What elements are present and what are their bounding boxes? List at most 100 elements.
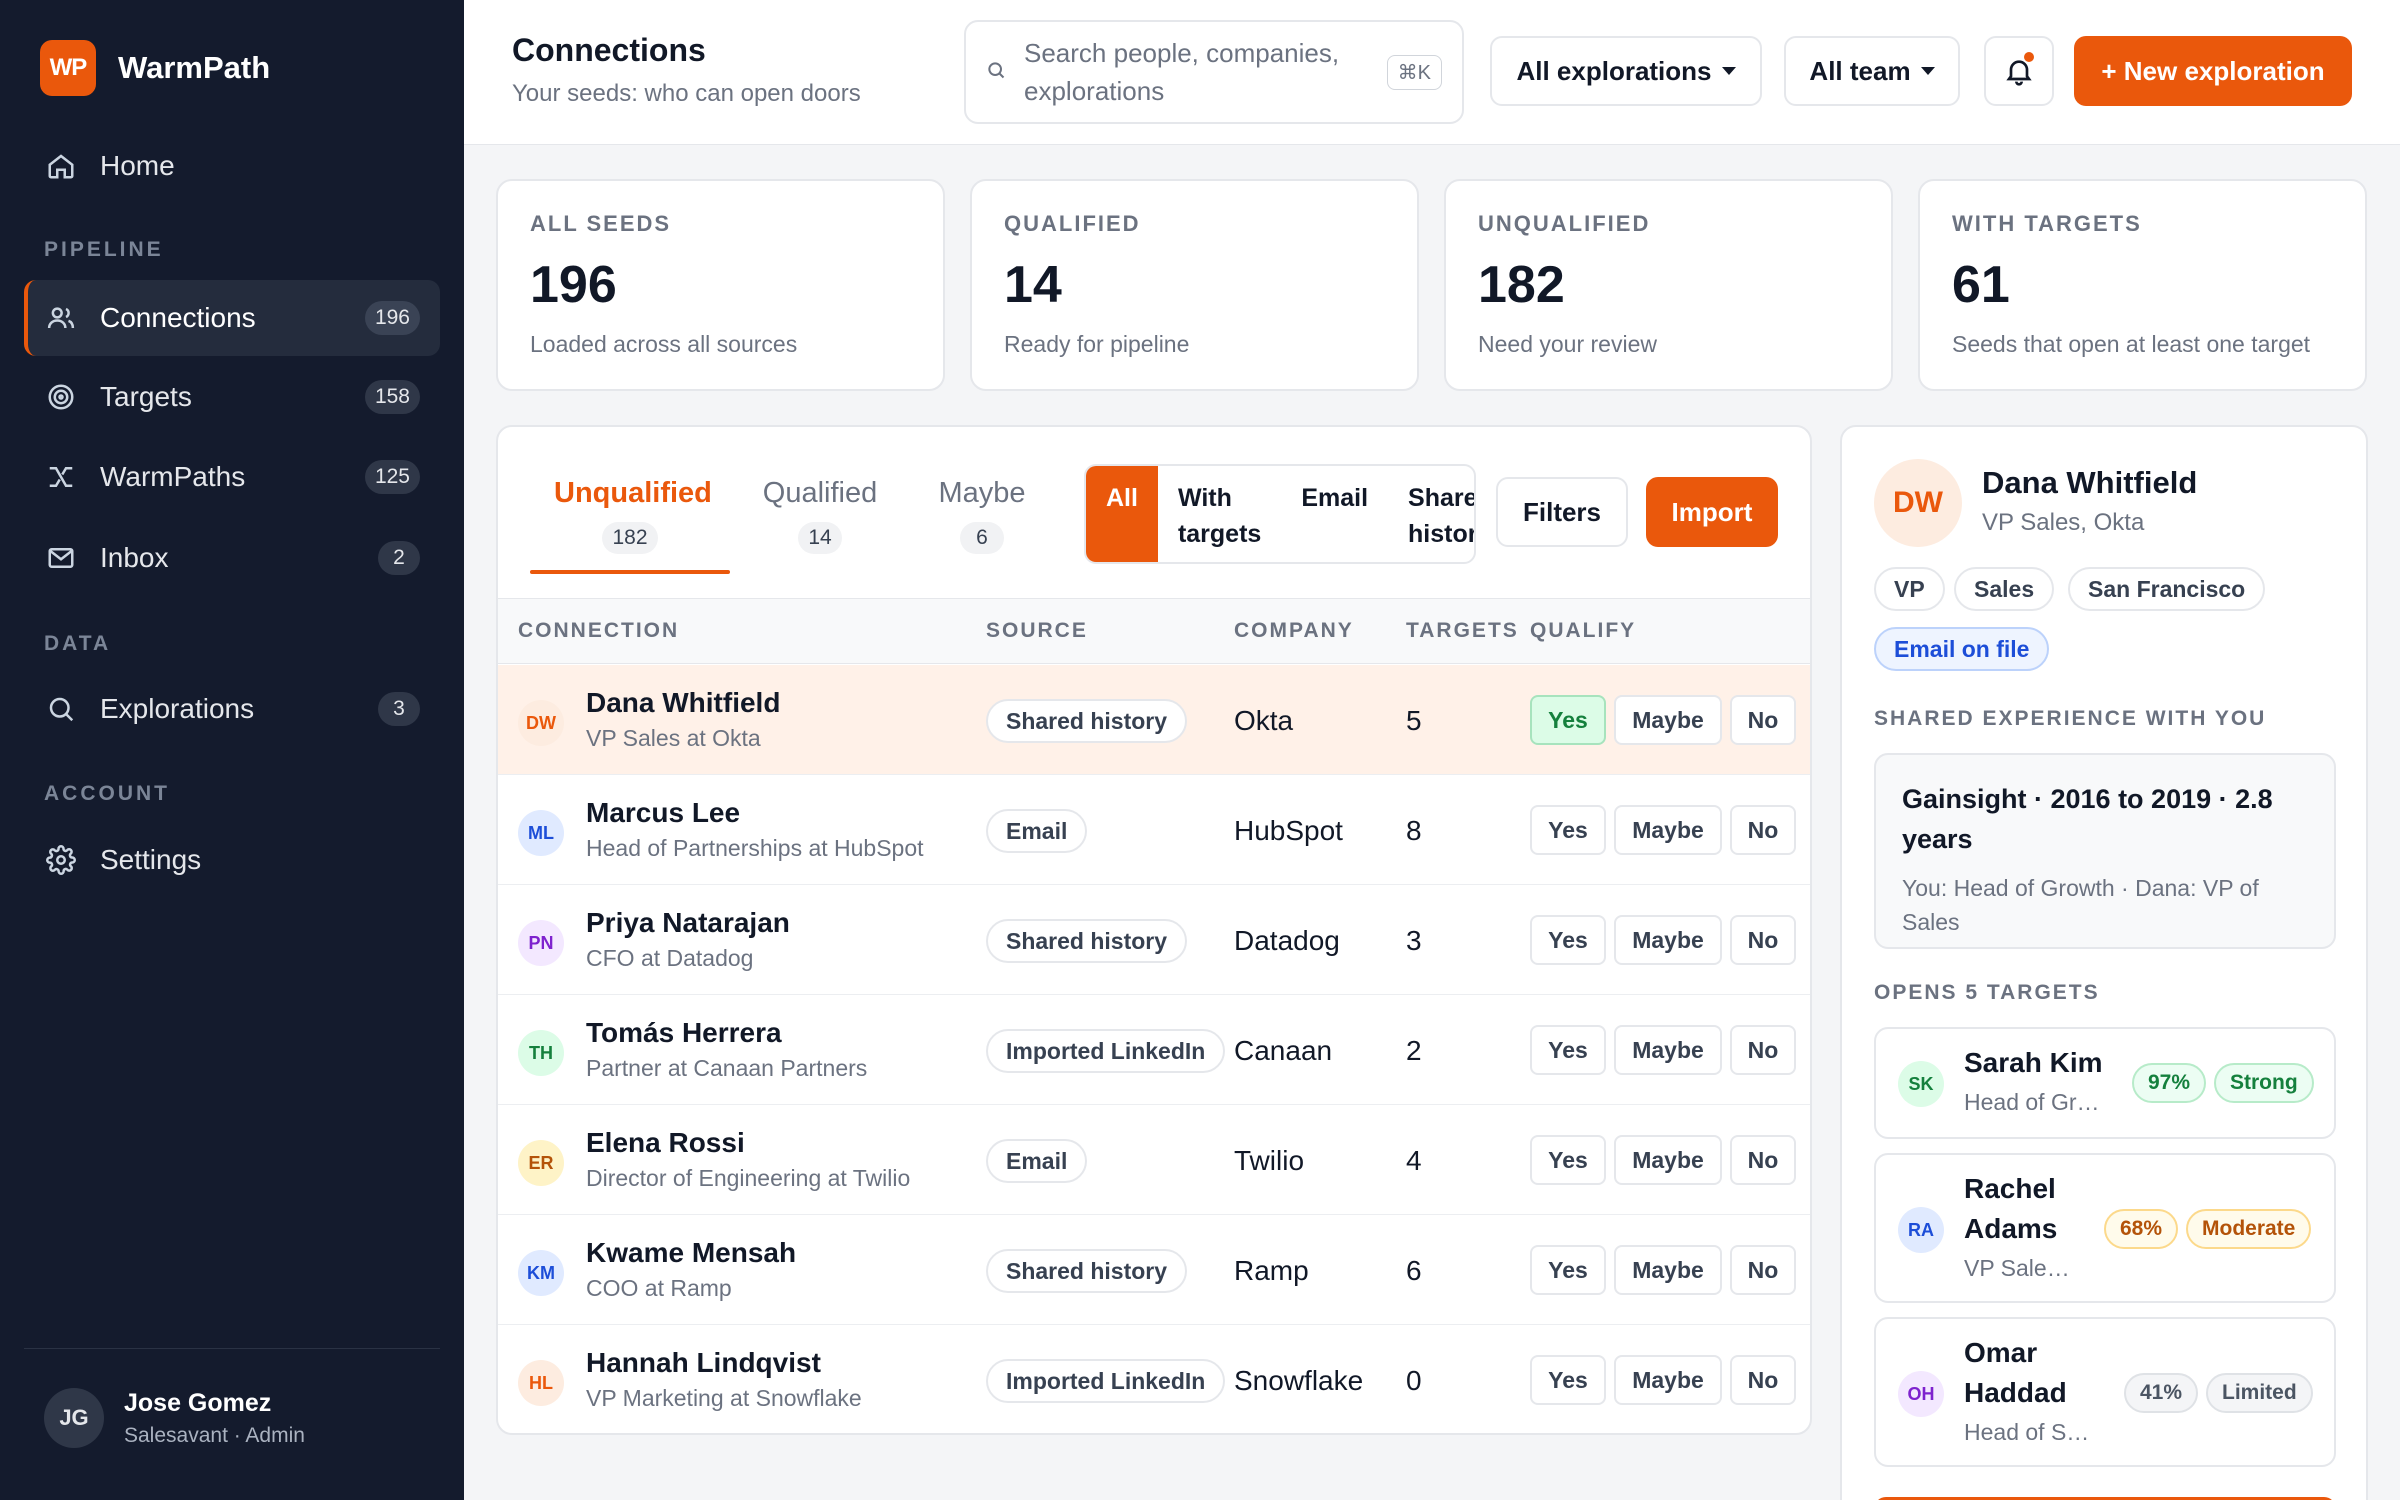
table-row[interactable]: KM Kwame Mensah COO at Ramp Shared history R…: [498, 1215, 1810, 1325]
chevron-down-icon: [1920, 67, 1935, 75]
tab-unqualified[interactable]: Unqualified 182: [554, 477, 712, 554]
count-badge: 196: [364, 301, 420, 335]
column-header-source[interactable]: SOURCE: [986, 619, 1088, 642]
stat-label: UNQUALIFIED: [1478, 211, 1651, 236]
qualify-maybe-button[interactable]: Maybe: [1614, 805, 1722, 855]
detail-action-button[interactable]: [1874, 1497, 2336, 1500]
source-badge: Email: [986, 809, 1088, 853]
sidebar-item-connections[interactable]: Connections 196: [24, 280, 440, 356]
company-cell: Canaan: [1234, 1035, 1333, 1066]
segment-email[interactable]: Email: [1301, 484, 1369, 512]
path-icon: [44, 460, 78, 494]
sidebar-item-targets[interactable]: Targets 158: [24, 359, 440, 435]
qualify-no-button[interactable]: No: [1730, 1135, 1796, 1185]
import-button[interactable]: Import: [1646, 477, 1778, 547]
table-row[interactable]: DW Dana Whitfield VP Sales at Okta Shared h…: [498, 665, 1810, 775]
source-badge: Imported LinkedIn: [986, 1029, 1226, 1073]
email-on-file-chip: Email on file: [1874, 627, 2050, 671]
stat-desc: Loaded across all sources: [530, 331, 798, 357]
qualify-no-button[interactable]: No: [1730, 805, 1796, 855]
company-cell: Datadog: [1234, 925, 1340, 956]
user-name: Jose Gomez: [124, 1388, 272, 1417]
tab-maybe[interactable]: Maybe 6: [930, 477, 1034, 554]
source-badge: Email: [986, 1139, 1088, 1183]
table-row[interactable]: HL Hannah Lindqvist VP Marketing at Snowfl…: [498, 1325, 1810, 1433]
qualify-yes-button[interactable]: Yes: [1530, 915, 1606, 965]
avatar: RA: [1898, 1207, 1944, 1253]
sidebar-item-explorations[interactable]: Explorations 3: [24, 671, 440, 747]
user-profile[interactable]: JG Jose Gomez Salesavant · Admin: [44, 1388, 305, 1448]
avatar: OH: [1898, 1371, 1944, 1417]
segment-shared-history[interactable]: Shared history: [1408, 484, 1474, 548]
search-input[interactable]: Search people, companies, explorations ⌘…: [964, 20, 1464, 124]
target-card[interactable]: OH Omar Haddad Head of S… 41% Limited: [1874, 1317, 2336, 1467]
brand[interactable]: WP WarmPath: [40, 40, 270, 96]
qualify-yes-button[interactable]: Yes: [1530, 1245, 1606, 1295]
avatar: JG: [44, 1388, 104, 1448]
qualify-maybe-button[interactable]: Maybe: [1614, 1025, 1722, 1075]
avatar: ML: [518, 810, 564, 856]
sidebar-item-settings[interactable]: Settings: [24, 822, 440, 898]
avatar: TH: [518, 1030, 564, 1076]
match-percent-badge: 97%: [2132, 1063, 2207, 1103]
qualify-no-button[interactable]: No: [1730, 1245, 1796, 1295]
qualify-maybe-button[interactable]: Maybe: [1614, 1135, 1722, 1185]
column-header-connection[interactable]: CONNECTION: [518, 619, 680, 642]
sidebar-item-inbox[interactable]: Inbox 2: [24, 520, 440, 596]
targets-count: 0: [1406, 1365, 1422, 1396]
column-header-company[interactable]: COMPANY: [1234, 619, 1354, 642]
target-card[interactable]: SK Sarah Kim Head of Gr… 97% Strong: [1874, 1027, 2336, 1139]
match-percent-badge: 68%: [2104, 1209, 2179, 1249]
sidebar-item-label: Targets: [100, 381, 192, 412]
notifications-button[interactable]: [1984, 36, 2054, 106]
qualify-no-button[interactable]: No: [1730, 1355, 1796, 1405]
stat-value: 196: [530, 256, 617, 314]
count-badge: 125: [364, 460, 420, 494]
tag-chip: Sales: [1954, 567, 2055, 611]
filters-button[interactable]: Filters: [1496, 477, 1628, 547]
sidebar-item-home[interactable]: Home: [24, 128, 440, 204]
qualify-yes-button[interactable]: Yes: [1530, 1135, 1606, 1185]
column-header-targets[interactable]: TARGETS: [1406, 619, 1519, 642]
search-placeholder: Search people, companies, explorations: [1024, 38, 1340, 106]
table-row[interactable]: PN Priya Natarajan CFO at Datadog Shared hi…: [498, 885, 1810, 995]
table-row[interactable]: ER Elena Rossi Director of Engineering at …: [498, 1105, 1810, 1215]
qualify-yes-button[interactable]: Yes: [1530, 695, 1606, 745]
qualify-maybe-button[interactable]: Maybe: [1614, 1355, 1722, 1405]
qualify-yes-button[interactable]: Yes: [1530, 1025, 1606, 1075]
qualify-yes-button[interactable]: Yes: [1530, 1355, 1606, 1405]
new-exploration-button[interactable]: + New exploration: [2074, 36, 2352, 106]
page-title: Connections: [512, 32, 706, 68]
target-card[interactable]: RA Rachel Adams VP Sale… 68% Moderate: [1874, 1153, 2336, 1303]
connection-title: COO at Ramp: [586, 1275, 732, 1301]
table-row[interactable]: ML Marcus Lee Head of Partnerships at HubS…: [498, 775, 1810, 885]
avatar: HL: [518, 1360, 564, 1406]
qualify-yes-button[interactable]: Yes: [1530, 805, 1606, 855]
tab-qualified[interactable]: Qualified 14: [760, 477, 880, 554]
avatar: DW: [518, 700, 564, 746]
match-percent-badge: 41%: [2124, 1373, 2199, 1413]
qualify-no-button[interactable]: No: [1730, 915, 1796, 965]
qualify-no-button[interactable]: No: [1730, 695, 1796, 745]
qualify-no-button[interactable]: No: [1730, 1025, 1796, 1075]
qualify-maybe-button[interactable]: Maybe: [1614, 695, 1722, 745]
connection-name: Dana Whitfield: [586, 687, 781, 718]
chevron-down-icon: [1721, 67, 1736, 75]
user-role: Salesavant · Admin: [124, 1423, 305, 1447]
stat-desc: Seeds that open at least one target: [1952, 331, 2311, 357]
qualify-maybe-button[interactable]: Maybe: [1614, 915, 1722, 965]
sidebar-item-warmpaths[interactable]: WarmPaths 125: [24, 439, 440, 515]
table-row[interactable]: TH Tomás Herrera Partner at Canaan Partner…: [498, 995, 1810, 1105]
explorations-dropdown[interactable]: All explorations: [1490, 36, 1762, 106]
column-header-qualify[interactable]: QUALIFY: [1530, 619, 1637, 642]
stat-card-qualified: QUALIFIED 14 Ready for pipeline: [970, 179, 1419, 391]
dropdown-label: All explorations: [1516, 55, 1712, 86]
segment-with-targets[interactable]: With targets: [1177, 484, 1262, 548]
section-label: OPENS 5 TARGETS: [1874, 981, 2100, 1004]
tab-count: 6: [960, 522, 1004, 554]
team-dropdown[interactable]: All team: [1784, 36, 1960, 106]
brand-logo: WP: [40, 40, 96, 96]
qualify-maybe-button[interactable]: Maybe: [1614, 1245, 1722, 1295]
detail-name: Dana Whitfield: [1982, 465, 2198, 500]
segment-all[interactable]: All: [1086, 466, 1158, 562]
